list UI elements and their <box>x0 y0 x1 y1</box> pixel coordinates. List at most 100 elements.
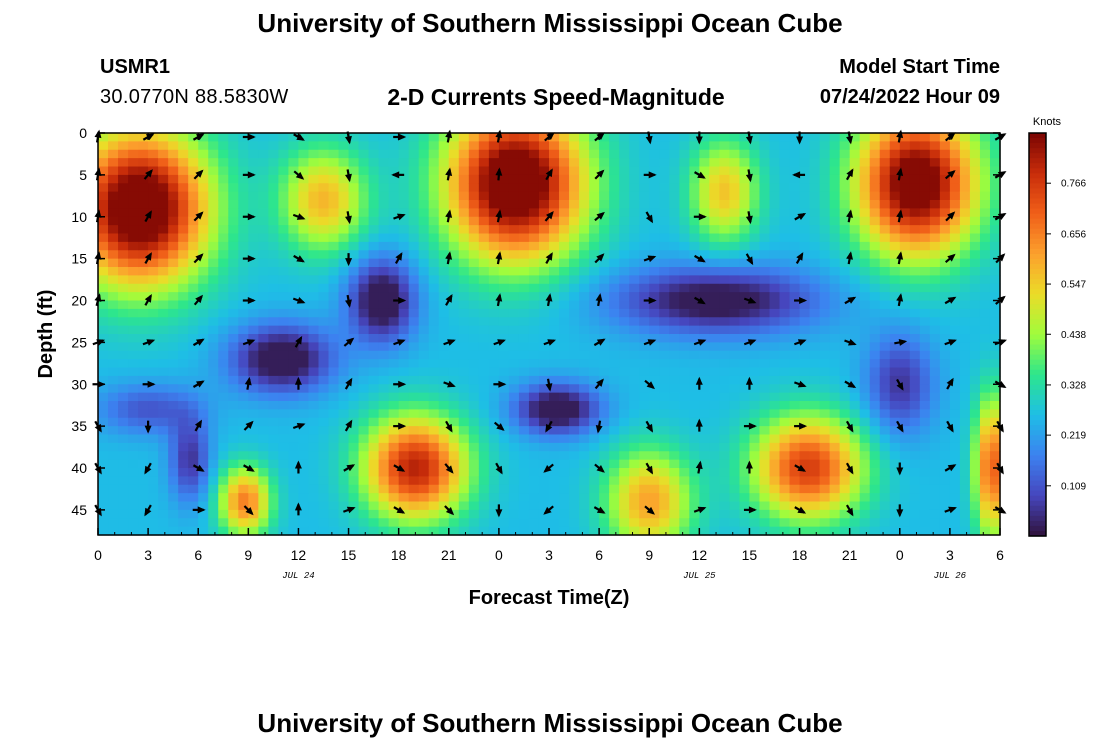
heatmap-cell <box>789 359 801 369</box>
heatmap-cell <box>258 225 269 235</box>
heatmap-cell <box>488 241 500 251</box>
heatmap-cell <box>569 225 580 235</box>
heatmap-cell <box>599 133 610 142</box>
heatmap-cell <box>308 384 320 394</box>
heatmap-cell <box>288 141 300 151</box>
heatmap-cell <box>779 468 791 477</box>
heatmap-cell <box>859 241 871 251</box>
heatmap-cell <box>438 509 450 519</box>
heatmap-cell <box>799 334 811 343</box>
heatmap-cell <box>368 200 380 209</box>
heatmap-cell <box>819 476 831 486</box>
heatmap-cell <box>238 417 249 427</box>
heatmap-cell <box>869 409 881 419</box>
heatmap-cell <box>308 174 320 184</box>
heatmap-cell <box>208 141 219 151</box>
heatmap-cell <box>909 501 921 511</box>
heatmap-cell <box>178 258 189 268</box>
heatmap-cell <box>98 325 109 335</box>
current-vector-arrow <box>393 380 407 388</box>
heatmap-cell <box>859 334 871 343</box>
heatmap-cell <box>448 468 460 477</box>
heatmap-cell <box>98 451 109 461</box>
heatmap-cell <box>178 434 189 444</box>
heatmap-cell <box>188 174 199 184</box>
heatmap-cell <box>629 141 640 151</box>
heatmap-cell <box>458 250 470 260</box>
heatmap-cell <box>579 233 590 243</box>
heatmap-cell <box>518 334 530 343</box>
heatmap-cell <box>138 409 149 419</box>
heatmap-cell <box>709 267 720 276</box>
heatmap-cell <box>629 275 640 285</box>
heatmap-cell <box>508 275 520 285</box>
heatmap-cell <box>759 200 771 209</box>
heatmap-cell <box>468 149 480 159</box>
heatmap-cell <box>799 375 811 385</box>
heatmap-cell <box>839 325 851 335</box>
heatmap-cell <box>258 493 269 503</box>
heatmap-cell <box>268 501 279 511</box>
heatmap-cell <box>508 468 520 477</box>
heatmap-cell <box>709 166 720 176</box>
heatmap-cell <box>168 191 179 201</box>
heatmap-cell <box>699 401 710 410</box>
heatmap-cell <box>418 526 430 536</box>
heatmap-cell <box>929 426 941 436</box>
x-tick-label: 6 <box>996 547 1004 563</box>
heatmap-cell <box>919 493 931 503</box>
heatmap-cell <box>288 434 300 444</box>
heatmap-cell <box>649 317 660 327</box>
current-vector-arrow <box>544 211 554 222</box>
heatmap-cell <box>448 476 460 486</box>
heatmap-cell <box>559 501 570 511</box>
heatmap-cell <box>559 409 570 419</box>
heatmap-cell <box>518 451 530 461</box>
heatmap-cell <box>869 401 881 410</box>
heatmap-cell <box>829 468 841 477</box>
heatmap-cell <box>278 166 290 176</box>
heatmap-cell <box>308 300 320 310</box>
heatmap-cell <box>228 133 239 142</box>
heatmap-cell <box>248 359 259 369</box>
heatmap-cell <box>979 501 991 511</box>
heatmap-cell <box>679 392 690 402</box>
heatmap-cell <box>809 208 821 218</box>
heatmap-cell <box>438 459 450 469</box>
heatmap-cell <box>518 426 530 436</box>
heatmap-cell <box>498 183 510 193</box>
heatmap-cell <box>829 133 841 142</box>
heatmap-cell <box>128 342 139 352</box>
heatmap-cell <box>909 334 921 343</box>
heatmap-cell <box>789 334 801 343</box>
heatmap-cell <box>739 476 751 486</box>
heatmap-cell <box>398 292 410 302</box>
heatmap-cell <box>378 216 390 226</box>
heatmap-cell <box>639 133 650 142</box>
heatmap-cell <box>709 367 720 377</box>
heatmap-cell <box>408 342 420 352</box>
heatmap-cell <box>288 526 300 536</box>
heatmap-cell <box>619 283 630 293</box>
heatmap-cell <box>679 367 690 377</box>
heatmap-cell <box>378 350 390 360</box>
heatmap-cell <box>769 434 781 444</box>
heatmap-cell <box>609 409 620 419</box>
heatmap-cell <box>318 283 330 293</box>
heatmap-cell <box>188 434 199 444</box>
heatmap-cell <box>228 409 239 419</box>
heatmap-cell <box>749 149 761 159</box>
heatmap-cell <box>398 174 410 184</box>
heatmap-cell <box>158 484 169 494</box>
heatmap-cell <box>689 233 700 243</box>
heatmap-cell <box>669 258 680 268</box>
heatmap-cell <box>559 158 570 168</box>
heatmap-cell <box>989 158 1001 168</box>
heatmap-cell <box>599 158 610 168</box>
heatmap-cell <box>128 267 139 276</box>
heatmap-cell <box>488 451 500 461</box>
heatmap-cell <box>619 183 630 193</box>
heatmap-cell <box>108 476 119 486</box>
heatmap-cell <box>98 509 109 519</box>
heatmap-cell <box>358 434 370 444</box>
